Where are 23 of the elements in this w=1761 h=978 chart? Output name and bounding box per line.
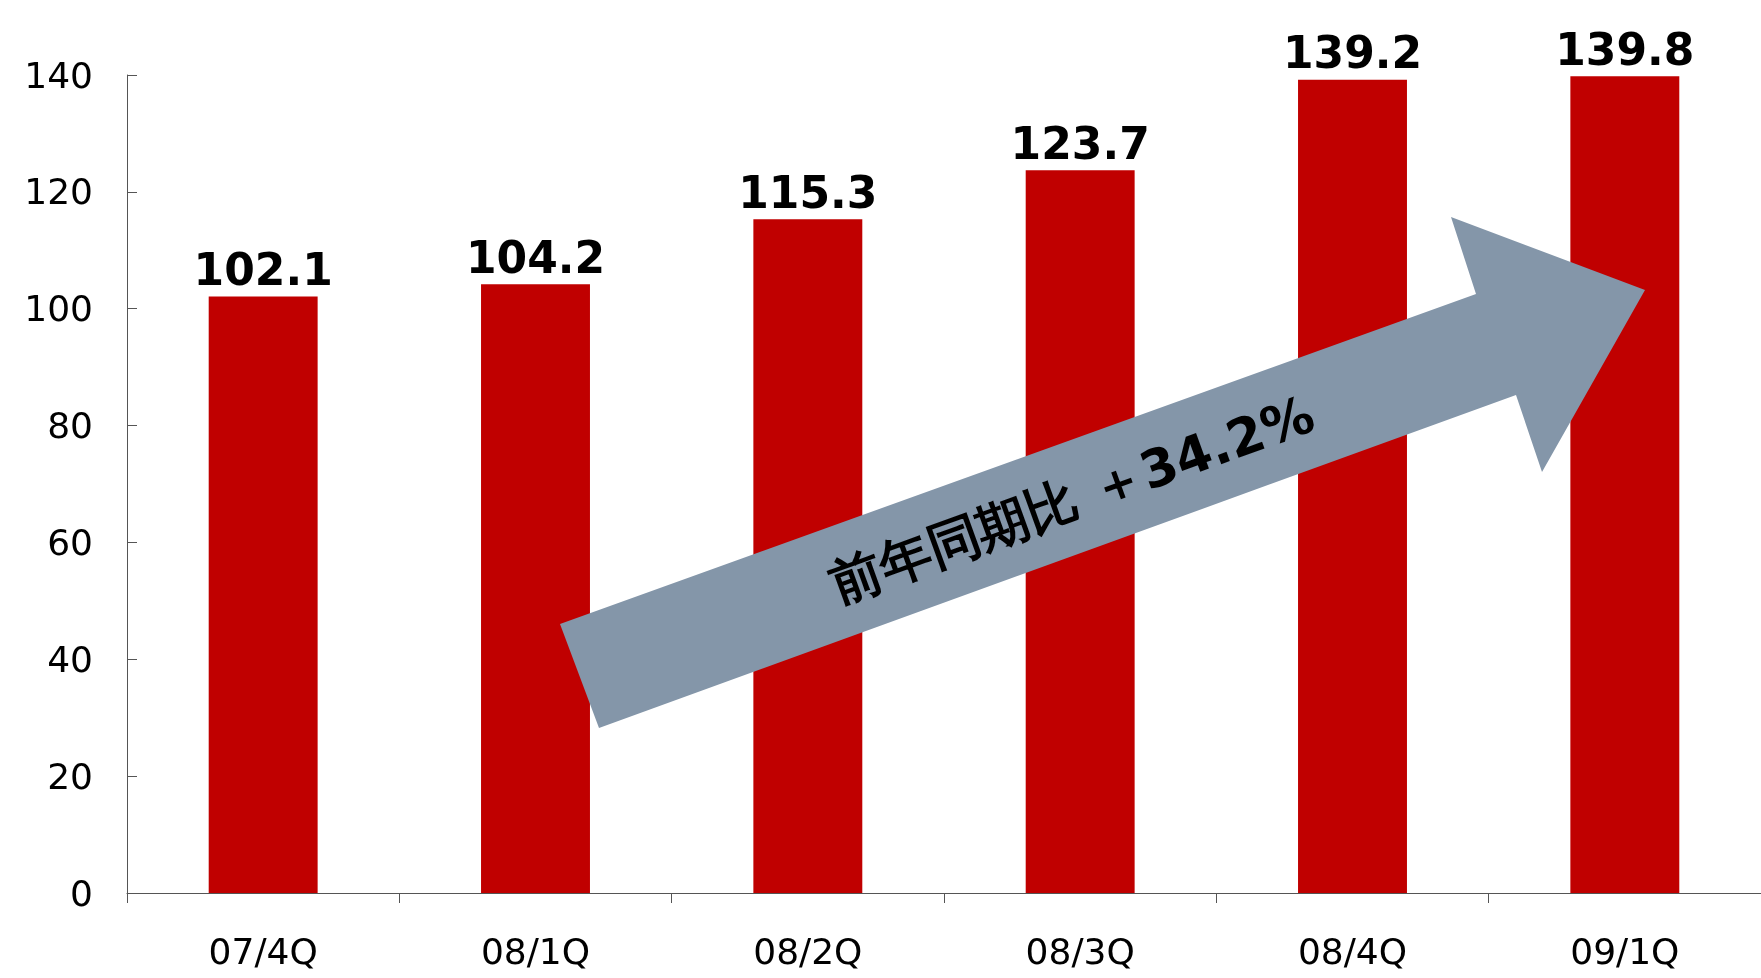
x-tick-label: 07/4Q	[208, 930, 318, 972]
x-tick-label: 08/1Q	[480, 930, 591, 972]
y-tick-label: 100	[24, 288, 93, 330]
data-label: 115.3	[738, 166, 878, 218]
y-tick-label: 140	[24, 54, 93, 96]
data-label: 104.2	[465, 231, 606, 283]
x-tick-label: 08/2Q	[753, 930, 863, 972]
x-tick-label: 08/3Q	[1025, 930, 1135, 972]
bar	[208, 296, 318, 893]
y-tick-label: 60	[47, 521, 93, 563]
x-tick-label: 08/4Q	[1297, 930, 1408, 972]
bar	[1570, 76, 1680, 893]
data-label: 102.1	[193, 243, 333, 295]
data-label: 139.8	[1555, 23, 1695, 75]
y-tick-label: 20	[47, 755, 93, 797]
x-tick-label: 09/1Q	[1570, 930, 1680, 972]
data-label: 139.2	[1282, 27, 1423, 79]
y-tick-label: 40	[47, 638, 93, 680]
y-tick-label: 120	[24, 171, 93, 213]
data-label: 123.7	[1010, 117, 1150, 169]
bar	[481, 284, 590, 893]
y-tick-label: 0	[70, 872, 93, 914]
y-tick-label: 80	[47, 405, 93, 447]
